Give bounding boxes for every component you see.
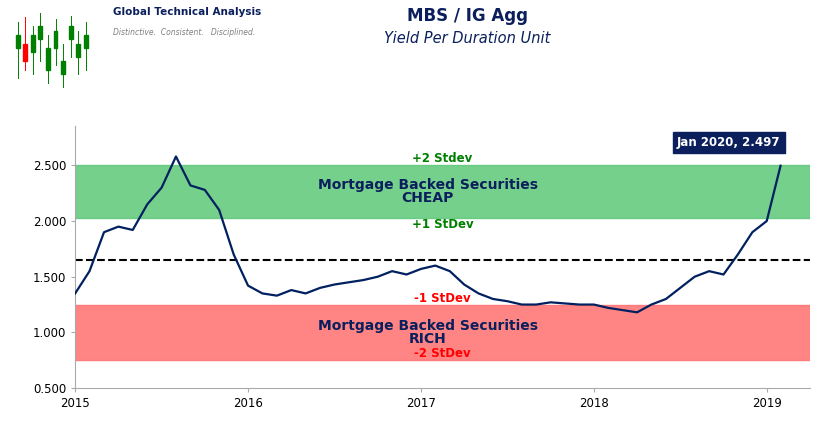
Text: +1 StDev: +1 StDev [412, 218, 473, 231]
Bar [77, 44, 80, 57]
Text: -1 StDev: -1 StDev [414, 292, 471, 305]
Bar [23, 44, 27, 61]
Bar [75, 305, 810, 360]
Bar [31, 35, 35, 52]
Text: Mortgage Backed Securities: Mortgage Backed Securities [318, 319, 538, 333]
Text: Distinctive.  Consistent.   Disciplined.: Distinctive. Consistent. Disciplined. [113, 28, 255, 37]
Text: Yield Per Duration Unit: Yield Per Duration Unit [384, 31, 551, 45]
Text: Global Technical Analysis: Global Technical Analysis [113, 7, 261, 17]
Bar [46, 48, 50, 70]
Bar [16, 35, 19, 48]
Text: Mortgage Backed Securities: Mortgage Backed Securities [318, 178, 538, 192]
Text: RICH: RICH [409, 331, 447, 345]
Bar [75, 165, 810, 218]
Text: MBS / IG Agg: MBS / IG Agg [407, 7, 528, 24]
Text: +2 Stdev: +2 Stdev [412, 153, 473, 165]
Text: Jan 2020, 2.497: Jan 2020, 2.497 [677, 136, 781, 149]
Bar [61, 61, 65, 74]
Bar [53, 31, 58, 48]
Bar [84, 35, 88, 48]
Bar [38, 26, 43, 39]
Text: CHEAP: CHEAP [402, 191, 454, 204]
Text: -2 StDev: -2 StDev [414, 347, 471, 360]
Bar [68, 26, 73, 39]
